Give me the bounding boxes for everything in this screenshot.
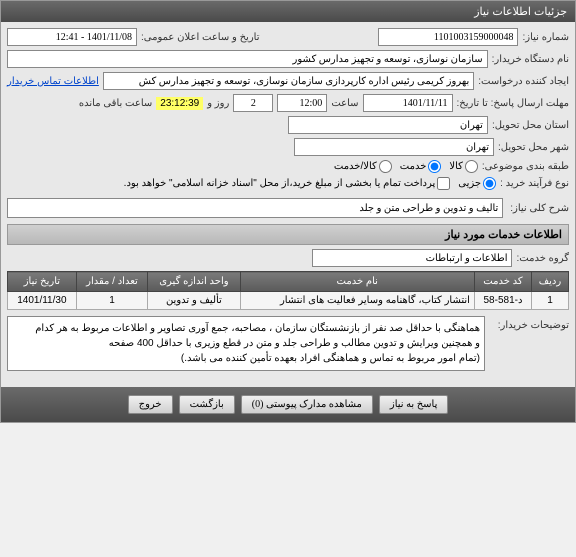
- buyer-label: نام دستگاه خریدار:: [492, 54, 569, 65]
- cat-service-label: خدمت: [400, 161, 427, 172]
- respond-button[interactable]: پاسخ به نیاز: [379, 395, 449, 414]
- need-desc-input[interactable]: [7, 198, 503, 218]
- details-window: جزئیات اطلاعات نیاز شماره نیاز: تاریخ و …: [0, 0, 576, 423]
- proc-partial-option[interactable]: جزیی: [458, 177, 496, 190]
- deadline-date-input[interactable]: [363, 94, 453, 112]
- proc-full-option[interactable]: پرداخت تمام یا بخشی از مبلغ خرید،از محل …: [124, 177, 451, 190]
- need-no-label: شماره نیاز:: [522, 32, 569, 43]
- cat-goods-label: کالا: [449, 161, 463, 172]
- cat-goods-radio[interactable]: [465, 160, 478, 173]
- process-radios: جزیی پرداخت تمام یا بخشی از مبلغ خرید،از…: [124, 177, 496, 190]
- back-button[interactable]: بازگشت: [179, 395, 235, 414]
- deadline-time-input[interactable]: [277, 94, 327, 112]
- group-input[interactable]: [312, 249, 512, 267]
- cat-service-radio[interactable]: [428, 160, 441, 173]
- announce-input[interactable]: [7, 28, 137, 46]
- th-name: نام خدمت: [240, 272, 474, 292]
- creator-input[interactable]: [103, 72, 474, 90]
- cell-name: انتشار کتاب، گاهنامه وسایر فعالیت های ان…: [240, 292, 474, 310]
- cat-goods-option[interactable]: کالا: [449, 160, 478, 173]
- category-label: طبقه بندی موضوعی:: [482, 161, 569, 172]
- need-desc-label: شرح کلی نیاز:: [507, 203, 569, 214]
- th-code: کد خدمت: [474, 272, 531, 292]
- category-radios: کالا خدمت کالا/خدمت: [334, 160, 478, 173]
- remain-label: ساعت باقی مانده: [79, 98, 152, 109]
- city-label: شهر محل تحویل:: [498, 142, 569, 153]
- services-table: ردیف کد خدمت نام خدمت واحد اندازه گیری ت…: [7, 271, 569, 310]
- buyer-input[interactable]: [7, 50, 488, 68]
- table-header-row: ردیف کد خدمت نام خدمت واحد اندازه گیری ت…: [8, 272, 569, 292]
- form-content: شماره نیاز: تاریخ و ساعت اعلان عمومی: نا…: [1, 22, 575, 381]
- days-label: روز و: [207, 98, 229, 109]
- proc-full-label: پرداخت تمام یا بخشی از مبلغ خرید،از محل …: [124, 178, 436, 189]
- th-qty: تعداد / مقدار: [76, 272, 148, 292]
- province-label: استان محل تحویل:: [492, 120, 569, 131]
- window-titlebar: جزئیات اطلاعات نیاز: [1, 1, 575, 22]
- buyer-notes-box: هماهنگی با حداقل صد نفر از بازنشستگان سا…: [7, 316, 485, 371]
- th-date: تاریخ نیاز: [8, 272, 77, 292]
- proc-partial-label: جزیی: [458, 178, 481, 189]
- deadline-label: مهلت ارسال پاسخ: تا تاریخ:: [457, 98, 569, 109]
- cell-qty: 1: [76, 292, 148, 310]
- announce-label: تاریخ و ساعت اعلان عمومی:: [141, 32, 260, 43]
- cat-both-option[interactable]: کالا/خدمت: [334, 160, 392, 173]
- th-row: ردیف: [531, 272, 568, 292]
- cat-both-label: کالا/خدمت: [334, 161, 377, 172]
- buyer-notes-label: توضیحات خریدار:: [489, 316, 569, 331]
- need-no-input[interactable]: [378, 28, 518, 46]
- services-section-header: اطلاعات خدمات مورد نیاز: [7, 224, 569, 245]
- creator-label: ایجاد کننده درخواست:: [478, 76, 569, 87]
- cell-date: 1401/11/30: [8, 292, 77, 310]
- button-bar: پاسخ به نیاز مشاهده مدارک پیوستی (0) باز…: [1, 387, 575, 422]
- group-label: گروه خدمت:: [516, 253, 569, 264]
- time-label: ساعت: [331, 98, 358, 109]
- cell-code: د-581-58: [474, 292, 531, 310]
- th-unit: واحد اندازه گیری: [148, 272, 240, 292]
- process-label: نوع فرآیند خرید :: [500, 178, 569, 189]
- proc-full-check[interactable]: [437, 177, 450, 190]
- cell-row: 1: [531, 292, 568, 310]
- city-input[interactable]: [294, 138, 494, 156]
- table-row[interactable]: 1 د-581-58 انتشار کتاب، گاهنامه وسایر فع…: [8, 292, 569, 310]
- cell-unit: تألیف و تدوین: [148, 292, 240, 310]
- cat-service-option[interactable]: خدمت: [400, 160, 442, 173]
- province-input[interactable]: [288, 116, 488, 134]
- exit-button[interactable]: خروج: [128, 395, 173, 414]
- window-title: جزئیات اطلاعات نیاز: [474, 6, 567, 18]
- contact-link[interactable]: اطلاعات تماس خریدار: [7, 76, 99, 87]
- remaining-time: 23:12:39: [156, 97, 203, 110]
- cat-both-radio[interactable]: [379, 160, 392, 173]
- days-input[interactable]: [233, 94, 273, 112]
- attachments-button[interactable]: مشاهده مدارک پیوستی (0): [241, 395, 373, 414]
- proc-partial-radio[interactable]: [483, 177, 496, 190]
